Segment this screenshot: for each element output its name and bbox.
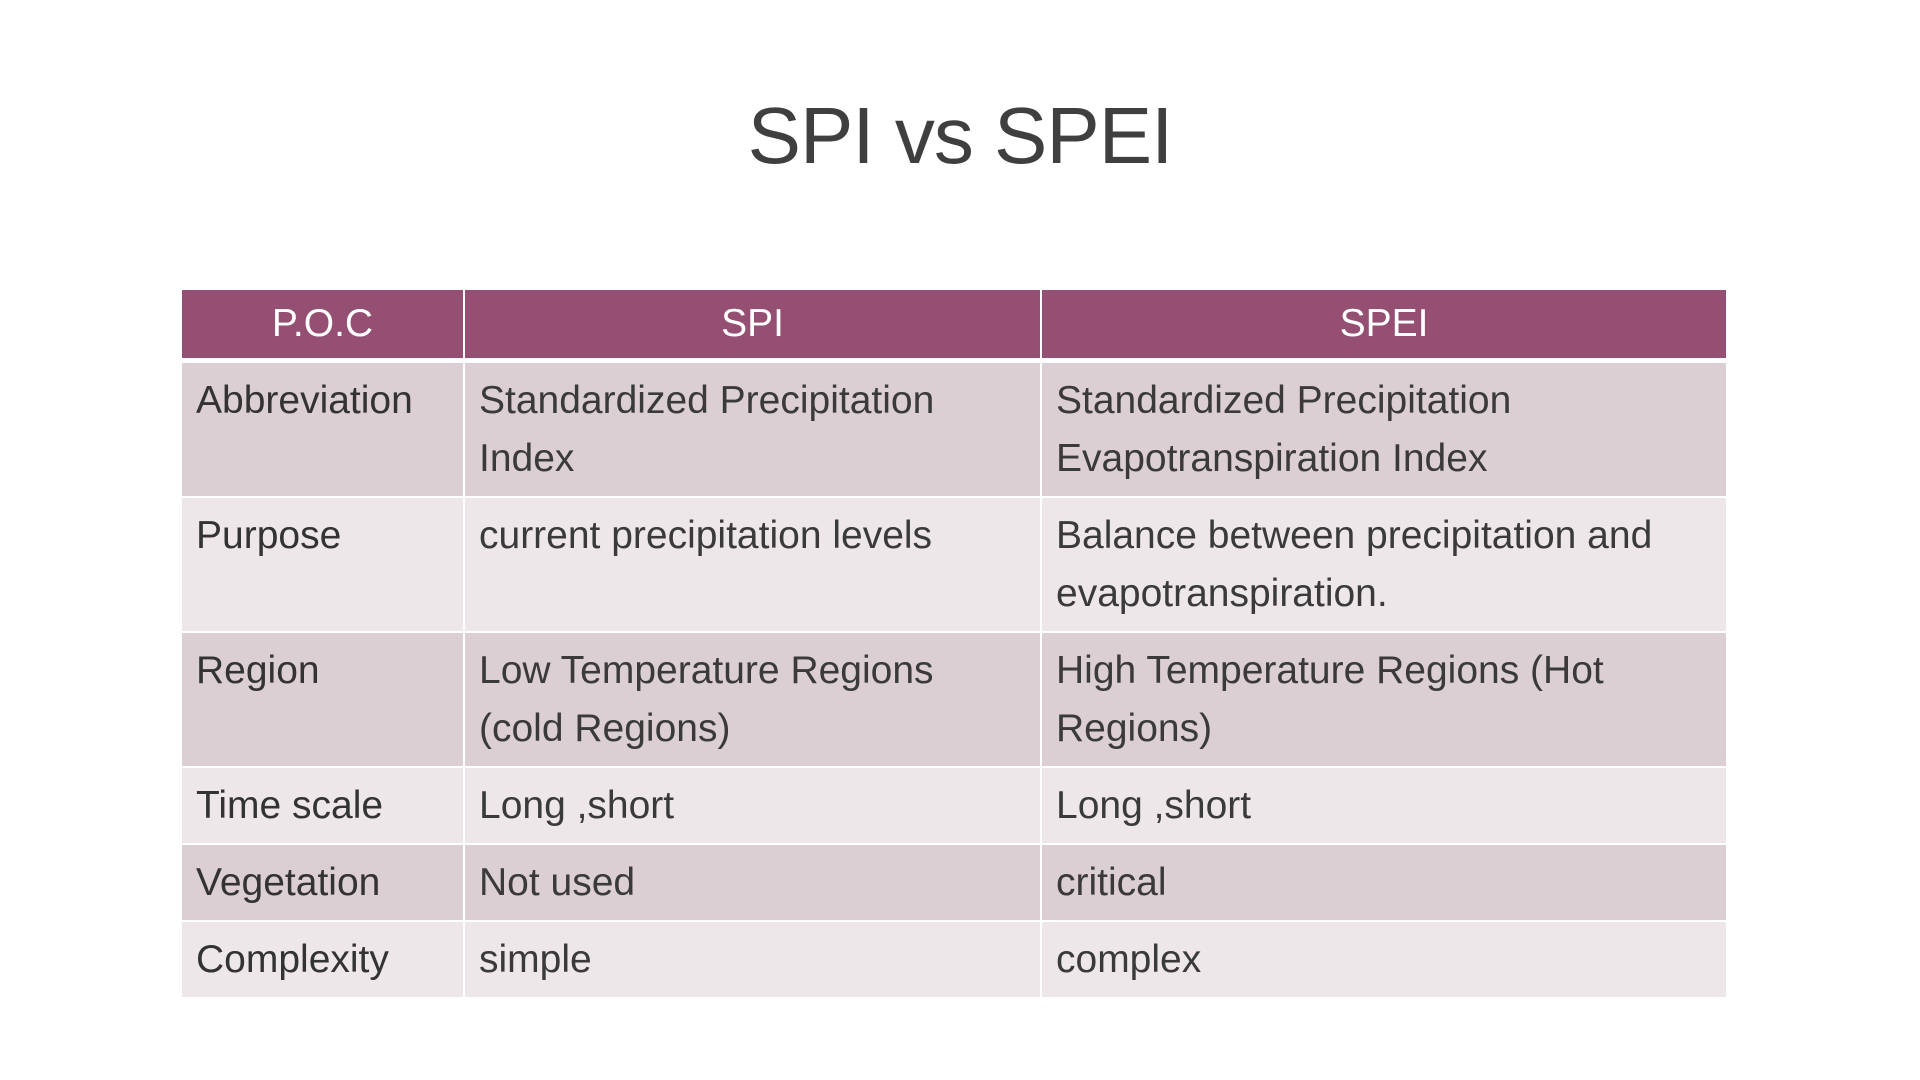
slide-title: SPI vs SPEI (747, 91, 1174, 180)
table-row: Abbreviation Standardized Precipitation … (182, 360, 1726, 498)
row-label: Time scale (182, 767, 465, 845)
table-row: Complexity simple complex (182, 921, 1726, 999)
header-poc: P.O.C (182, 290, 465, 363)
spi-cell: Low Temperature Regions (cold Regions) (464, 632, 1042, 768)
comparison-table: P.O.C SPI SPEI Abbreviation Standardized… (182, 290, 1726, 999)
header-spei: SPEI (1041, 290, 1726, 363)
spi-cell: Long ,short (464, 767, 1042, 845)
spi-cell: simple (464, 921, 1042, 999)
row-label: Vegetation (182, 844, 465, 922)
row-label: Region (182, 632, 465, 768)
spei-cell: Standardized Precipitation Evapotranspir… (1041, 360, 1726, 498)
table-row: Vegetation Not used critical (182, 844, 1726, 922)
spei-cell: complex (1041, 921, 1726, 999)
header-spi: SPI (464, 290, 1042, 363)
row-label: Complexity (182, 921, 465, 999)
spi-cell: current precipitation levels (464, 497, 1042, 633)
row-label: Abbreviation (182, 360, 465, 498)
spei-cell: Long ,short (1041, 767, 1726, 845)
spi-cell: Standardized Precipitation Index (464, 360, 1042, 498)
spei-cell: critical (1041, 844, 1726, 922)
table-header-row: P.O.C SPI SPEI (182, 290, 1726, 363)
table-row: Region Low Temperature Regions (cold Reg… (182, 632, 1726, 768)
spei-cell: Balance between precipitation and evapot… (1041, 497, 1726, 633)
spei-cell: High Temperature Regions (Hot Regions) (1041, 632, 1726, 768)
row-label: Purpose (182, 497, 465, 633)
table-row: Purpose current precipitation levels Bal… (182, 497, 1726, 633)
table-row: Time scale Long ,short Long ,short (182, 767, 1726, 845)
spi-cell: Not used (464, 844, 1042, 922)
